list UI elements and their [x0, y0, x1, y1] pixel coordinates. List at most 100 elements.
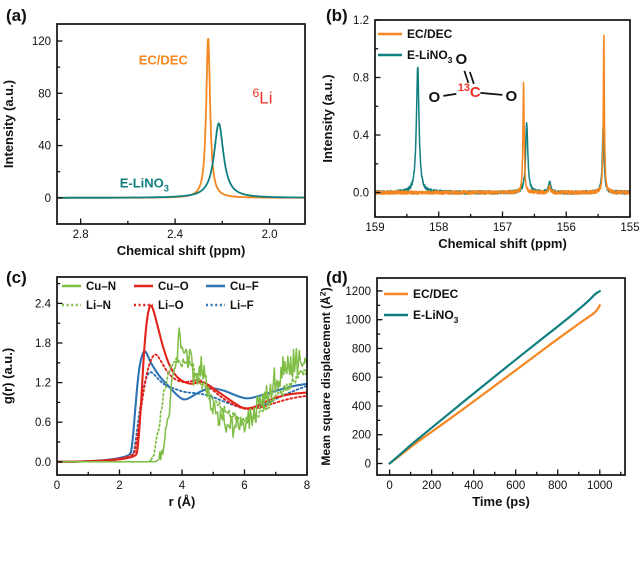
- series-layer: [375, 34, 630, 196]
- series-layer: [388, 290, 601, 465]
- series-EC-DEC: [388, 304, 601, 465]
- series-EC-DEC: [375, 34, 630, 196]
- chart-a-nmr-6li: 2.8 2.4 2.0 0 40 80 120 Chemical shift (ppm) Int…: [1, 23, 306, 258]
- legend: Cu–N Cu–O Cu–F Li–N Li–O Li–F: [62, 281, 259, 312]
- y-axis-title: Intensity (a.u.): [320, 74, 335, 162]
- chart-b-nmr-13c: 159 158 157 156 155 0.0 0.4 0.8 1.2 Chemical shif…: [320, 15, 640, 251]
- x-tick-label: 400: [464, 480, 483, 492]
- y-axis-title: Intensity (a.u.): [1, 80, 16, 168]
- y-tick-label: 1.8: [35, 338, 51, 350]
- y-axis-title: Mean square displacement (Å2): [320, 287, 333, 465]
- y-axis-title: g(r) (a.u.): [0, 348, 15, 404]
- x-axis-title: r (Å): [169, 494, 196, 509]
- x-tick-label: 800: [548, 480, 567, 492]
- x-tick-label: 600: [506, 480, 525, 492]
- x-axis-title: Chemical shift (ppm): [438, 236, 567, 251]
- y-tick-label: 600: [352, 372, 371, 384]
- series-E-LiNO-3: [375, 66, 630, 195]
- legend-label: E-LiNO3: [407, 48, 453, 65]
- y-tick-label: 0: [365, 458, 371, 470]
- x-tick-label: 158: [429, 222, 448, 234]
- legend-label: E-LiNO3: [413, 308, 459, 325]
- panel-d-label: (d): [326, 268, 348, 287]
- chart-d-msd: 0 200 400 600 800 1000 0 200 400 600 800 1000 1200 Ti…: [320, 277, 626, 509]
- annotation: EC/DEC: [139, 53, 189, 68]
- x-axis-title: Chemical shift (ppm): [117, 243, 246, 258]
- axis-frame: [376, 277, 626, 476]
- ticks: [57, 40, 271, 224]
- legend-label: Li–F: [230, 300, 254, 312]
- y-tick-label: 40: [38, 141, 51, 153]
- series-E-LiNO-3: [388, 290, 601, 465]
- molecule-bonds: [443, 70, 503, 97]
- legend-label: Cu–O: [158, 281, 189, 293]
- x-tick-label: 6: [241, 480, 247, 492]
- x-tick-label: 159: [365, 222, 384, 234]
- y-tick-label: 0: [45, 193, 51, 205]
- x-tick-label: 156: [557, 222, 576, 234]
- x-tick-label: 0: [54, 480, 60, 492]
- panel-c-label: (c): [6, 268, 27, 287]
- legend-label: Li–N: [86, 300, 111, 312]
- y-tick-label: 1200: [345, 286, 371, 298]
- y-tick-label: 800: [352, 343, 371, 355]
- series-Li-F: [57, 371, 307, 463]
- x-tick-label: 8: [304, 480, 310, 492]
- y-tick-label: 1000: [345, 315, 371, 327]
- legend: EC/DEC E-LiNO3: [378, 27, 453, 65]
- chart-c-rdf: 0 2 4 6 8 0.0 0.6 1.2 1.8 2.4 r (Å) g(r) (a.u.) Cu–N…: [0, 276, 310, 509]
- series-Cu-F: [57, 350, 307, 463]
- legend-label: Li–O: [158, 300, 184, 312]
- x-tick-label: 155: [620, 222, 639, 234]
- ticks: [377, 290, 622, 475]
- panel-c: (c) 0 2 4 6 8 0.0 0.6 1.2 1.8 2.4 r (Å) g(r) (a.u.)…: [0, 262, 320, 561]
- molecule-atom-o-top: O: [456, 51, 468, 68]
- panel-a-label: (a): [6, 6, 27, 25]
- series-Cu-N: [57, 327, 307, 463]
- y-tick-label: 0.6: [35, 417, 51, 429]
- annotation: E-LiNO3: [120, 175, 169, 193]
- series-Cu-O: [57, 304, 307, 463]
- series-E-LiNO-3: [57, 122, 305, 199]
- panel-b: (b) 159 158 157 156 155 0.0 0.4 0.8 1.2 Chemical …: [320, 0, 640, 262]
- ticks: [374, 19, 631, 217]
- x-tick-label: 2: [116, 480, 122, 492]
- molecule-atom-13c: 13C: [458, 82, 481, 101]
- legend-label: Cu–F: [230, 281, 259, 293]
- panel-b-label: (b): [326, 6, 348, 25]
- x-tick-label: 157: [493, 222, 512, 234]
- legend-label: EC/DEC: [413, 287, 459, 301]
- series-Li-N: [57, 354, 307, 463]
- legend: EC/DEC E-LiNO3: [384, 287, 459, 325]
- axis-frame: [56, 23, 306, 225]
- x-tick-label: 4: [179, 480, 186, 492]
- x-tick-label: 2.8: [73, 229, 89, 241]
- molecule-atom-o-right: O: [506, 88, 518, 105]
- x-tick-label: 2.0: [262, 229, 278, 241]
- ticks: [56, 282, 308, 475]
- series-layer: [57, 37, 305, 199]
- molecule-atom-o-left: O: [429, 89, 441, 106]
- y-tick-label: 200: [352, 430, 371, 442]
- annotation: 6Li: [252, 86, 272, 108]
- y-tick-label: 0.4: [353, 130, 370, 142]
- series-layer: [57, 304, 307, 463]
- y-tick-label: 2.4: [35, 298, 52, 310]
- series-Li-O: [57, 353, 307, 463]
- y-tick-label: 1.2: [35, 378, 51, 390]
- y-tick-label: 1.2: [353, 15, 369, 27]
- panel-a: (a) 2.8 2.4 2.0 0 40 80 120 Chemical shift (ppm…: [0, 0, 320, 262]
- x-tick-label: 0: [386, 480, 392, 492]
- y-tick-label: 80: [38, 88, 51, 100]
- panel-d: (d) 0 200 400 600 800 1000 0 200 400 600 800 1000 12…: [320, 262, 640, 561]
- y-tick-label: 120: [32, 36, 51, 48]
- x-axis-title: Time (ps): [472, 494, 530, 509]
- y-tick-label: 0.0: [353, 188, 369, 200]
- y-tick-label: 0.8: [353, 73, 369, 85]
- y-tick-label: 400: [352, 401, 371, 413]
- legend-label: Cu–N: [86, 281, 116, 293]
- x-tick-label: 1000: [587, 480, 613, 492]
- legend-label: EC/DEC: [407, 27, 453, 41]
- carbonate-molecule: O O O 13C: [429, 51, 518, 106]
